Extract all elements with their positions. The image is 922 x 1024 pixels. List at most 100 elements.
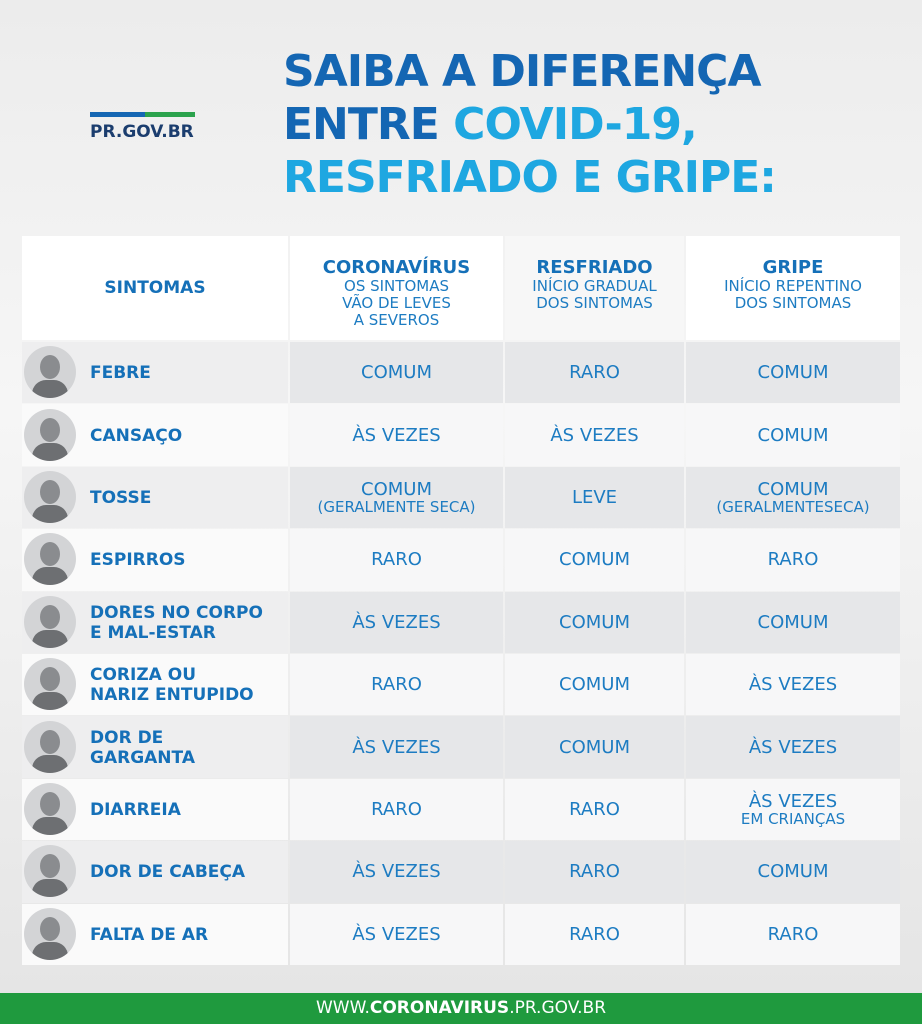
cell: COMUM — [505, 591, 684, 653]
cell: ÀS VEZES — [290, 716, 503, 778]
symptom-line: TOSSE — [90, 487, 152, 508]
cell-line: COMUM — [559, 736, 630, 758]
logo: PR.GOV.BR — [90, 122, 194, 142]
icon-head — [40, 729, 60, 754]
cell: COMUM (GERALMENTE SECA) — [290, 466, 503, 529]
icon-body — [32, 505, 68, 523]
symptom-icon — [24, 783, 76, 835]
symptom-line: DIARREIA — [90, 799, 181, 820]
cell-line: (GERALMENTE SECA) — [317, 497, 476, 516]
cell-line: ÀS VEZES — [352, 736, 441, 758]
cell: COMUM (GERALMENTESECA) — [686, 466, 900, 529]
symptom-line: DORES NO CORPO — [90, 602, 263, 623]
cell: RARO — [290, 778, 503, 841]
cell-line: COMUM — [757, 861, 829, 883]
title-part: ENTRE — [283, 99, 440, 150]
icon-head — [40, 480, 60, 504]
icon-body — [32, 567, 68, 586]
cell-line: COMUM — [757, 362, 829, 384]
symptom: DORES NO CORPO E MAL-ESTAR — [90, 592, 286, 654]
cell-line: RARO — [569, 362, 620, 384]
header-cell: GRIPE INÍCIO REPENTINO DOS SINTOMAS — [686, 236, 900, 340]
cell: COMUM — [686, 404, 900, 466]
cell: ÀS VEZES — [290, 591, 503, 653]
icon-head — [40, 916, 60, 941]
title-line: ENTRE COVID-19, — [283, 99, 698, 151]
icon-body — [32, 879, 68, 898]
symptom-icon — [24, 346, 76, 399]
cell-line: COMUM — [559, 549, 630, 571]
symptom-icon — [24, 408, 76, 461]
cell-line: RARO — [569, 861, 620, 883]
cell-line: RARO — [371, 798, 422, 820]
cell-line: LEVE — [571, 486, 618, 508]
cell-line: (GERALMENTESECA) — [716, 497, 870, 516]
title-line: SAIBA A DIFERENÇA — [283, 46, 762, 97]
footer: WWW.CORONAVIRUS.PR.GOV.BR — [0, 993, 922, 1024]
symptom-line: ESPIRROS — [90, 550, 186, 571]
cell: ÀS VEZES — [290, 903, 503, 965]
icon-head — [40, 604, 60, 629]
cell: RARO — [505, 841, 684, 903]
icon-head — [40, 417, 60, 442]
symptom-icon — [24, 533, 76, 586]
cell: RARO — [505, 342, 684, 404]
cell-line: RARO — [767, 923, 819, 945]
cell: RARO — [686, 903, 900, 965]
footer-part: .PR.GOV.BR — [509, 998, 607, 1018]
icon-body — [32, 442, 68, 461]
symptom-icon — [24, 471, 76, 523]
cell: RARO — [505, 903, 684, 965]
cell: RARO — [505, 778, 684, 841]
symptom-line: DOR DE — [90, 727, 164, 748]
symptom-icon — [24, 845, 76, 898]
cell-line: COMUM — [757, 478, 829, 500]
symptom-line: NARIZ ENTUPIDO — [90, 685, 254, 706]
symptom-line: CORIZA OU — [90, 665, 197, 686]
icon-body — [32, 941, 68, 960]
cell-line: RARO — [371, 674, 422, 696]
symptom: ESPIRROS — [90, 529, 286, 591]
cell: ÀS VEZES — [290, 841, 503, 903]
cell-line: RARO — [371, 549, 422, 571]
cell: RARO — [686, 529, 900, 591]
cell: ÀS VEZES — [686, 654, 900, 716]
column-subtitle: INÍCIO GRADUAL — [532, 277, 657, 295]
cell-line: COMUM — [361, 362, 432, 384]
cell-line: COMUM — [559, 611, 630, 633]
cell-line: RARO — [569, 923, 620, 945]
icon-head — [40, 542, 60, 567]
header-cell: CORONAVÍRUS OS SINTOMAS VÃO DE LEVES A SEVE… — [290, 236, 503, 340]
cell: ÀS VEZES — [290, 404, 503, 466]
title-line: RESFRIADO E GRIPE: — [283, 152, 777, 203]
icon-body — [32, 380, 68, 399]
cell: COMUM — [686, 342, 900, 404]
icon-head — [40, 792, 60, 816]
column-title: GRIPE — [762, 257, 824, 278]
cell: RARO — [290, 529, 503, 591]
symptom-icon — [24, 595, 76, 648]
column-subtitle: DOS SINTOMAS — [536, 294, 653, 312]
symptom-line: DOR DE CABEÇA — [90, 862, 246, 883]
icon-body — [32, 629, 68, 648]
cell-line: ÀS VEZES — [352, 611, 441, 633]
cell: COMUM — [686, 591, 900, 653]
cell-line: COMUM — [361, 478, 432, 500]
column-subtitle: INÍCIO REPENTINO — [724, 277, 862, 295]
column-subtitle: OS SINTOMAS — [344, 277, 449, 295]
header-cell: RESFRIADO INÍCIO GRADUAL DOS SINTOMAS — [505, 236, 684, 340]
column-subtitle: DOS SINTOMAS — [734, 294, 852, 312]
cell-line: ÀS VEZES — [550, 424, 639, 446]
symptom: TOSSE — [90, 467, 286, 529]
cell-line: COMUM — [757, 424, 829, 446]
icon-body — [32, 692, 68, 711]
cell: LEVE — [505, 466, 684, 529]
cell-line: ÀS VEZES — [352, 424, 441, 446]
cell: RARO — [290, 654, 503, 716]
symptom: CANSAÇO — [90, 404, 286, 466]
column-subtitle: A SEVEROS — [353, 311, 440, 329]
logo-bar-green — [145, 112, 195, 117]
cell-line: COMUM — [559, 674, 630, 696]
cell: COMUM — [290, 342, 503, 404]
